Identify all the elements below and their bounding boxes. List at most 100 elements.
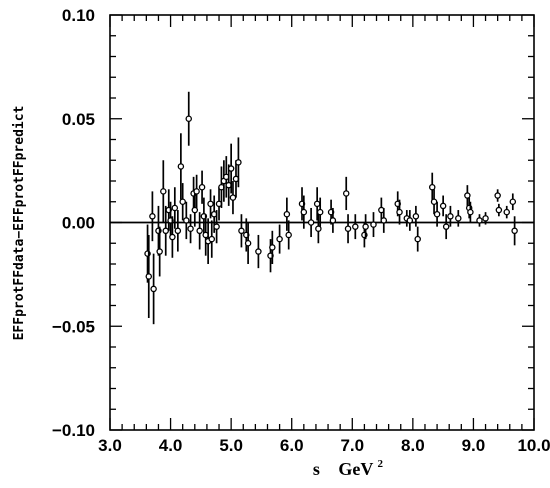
point-marker — [196, 227, 203, 235]
data-point — [509, 193, 517, 211]
point-marker — [255, 248, 262, 255]
data-point — [185, 91, 192, 146]
point-marker — [511, 227, 518, 235]
point-marker — [177, 163, 185, 170]
data-point — [177, 133, 185, 200]
point-marker — [494, 192, 501, 199]
data-point — [193, 174, 200, 208]
point-marker — [307, 219, 315, 226]
point-marker — [352, 223, 359, 230]
point-marker — [412, 213, 420, 220]
point-marker — [313, 200, 321, 208]
point-marker — [380, 217, 388, 224]
data-point — [313, 187, 321, 221]
data-point — [285, 220, 292, 250]
data-points — [144, 91, 518, 325]
data-point — [494, 189, 501, 202]
data-point — [396, 199, 403, 225]
data-point — [511, 216, 518, 246]
x-axis-variable: s — [313, 459, 320, 479]
point-marker — [276, 235, 283, 243]
data-point — [255, 234, 262, 269]
data-point — [467, 201, 474, 223]
point-marker — [455, 215, 462, 222]
point-marker — [283, 210, 291, 218]
point-marker — [171, 204, 179, 212]
point-marker — [509, 198, 517, 205]
data-point — [235, 137, 242, 188]
y-tick-label: 0.10 — [62, 6, 95, 25]
point-marker — [183, 217, 190, 224]
y-axis-title: EFFprotFFdata−EFFprotFFpredict — [12, 106, 27, 341]
data-point — [244, 222, 252, 264]
x-axis-unit: GeV — [338, 459, 373, 479]
point-marker — [179, 198, 186, 205]
point-marker — [156, 248, 163, 255]
data-point — [179, 183, 186, 221]
data-point — [428, 172, 436, 202]
data-point — [150, 253, 157, 325]
point-marker — [396, 208, 403, 216]
data-point — [283, 197, 291, 231]
data-point — [344, 214, 352, 244]
data-point — [342, 176, 350, 211]
x-axis-unit-power: 2 — [378, 458, 384, 470]
x-tick-label: 9.0 — [462, 436, 486, 455]
data-point — [187, 214, 194, 244]
point-marker — [229, 194, 237, 201]
data-point — [196, 212, 203, 250]
x-tick-label: 4.0 — [159, 436, 183, 455]
data-point — [156, 226, 163, 277]
point-marker — [495, 206, 503, 214]
x-tick-label: 5.0 — [219, 436, 243, 455]
data-point — [169, 216, 176, 258]
point-marker — [464, 192, 471, 199]
data-point — [464, 185, 471, 206]
point-marker — [316, 208, 324, 216]
point-marker — [238, 227, 245, 235]
point-marker — [169, 233, 176, 241]
point-marker — [442, 223, 450, 230]
data-point — [208, 220, 216, 258]
y-tick-labels: 0.10 0.05 0.00 −0.05 −0.10 — [52, 6, 95, 440]
data-point — [149, 191, 156, 242]
data-point — [307, 207, 315, 238]
data-point — [300, 195, 308, 229]
data-point — [352, 214, 359, 240]
point-marker — [406, 217, 414, 224]
x-ticks — [109, 15, 535, 430]
data-point — [227, 143, 235, 194]
point-marker — [187, 225, 194, 232]
point-marker — [428, 183, 436, 191]
data-point — [198, 170, 206, 204]
data-point — [362, 214, 369, 240]
data-point — [238, 214, 245, 248]
point-marker — [227, 165, 235, 172]
point-marker — [208, 235, 216, 243]
y-tick-label: 0.00 — [62, 214, 95, 233]
point-marker — [370, 221, 377, 228]
data-point — [414, 226, 421, 252]
point-marker — [467, 208, 474, 216]
data-point — [232, 160, 240, 198]
data-point — [160, 160, 167, 223]
x-tick-label: 3.0 — [98, 436, 122, 455]
x-tick-label: 10.0 — [517, 436, 550, 455]
x-tick-label: 8.0 — [401, 436, 425, 455]
point-marker — [269, 244, 276, 251]
data-point — [207, 189, 214, 219]
point-marker — [300, 208, 308, 216]
data-point — [316, 197, 324, 227]
point-marker — [342, 190, 350, 197]
point-marker — [207, 200, 214, 208]
point-marker — [235, 159, 242, 166]
point-marker — [198, 183, 206, 191]
point-marker — [414, 235, 421, 243]
data-point — [439, 195, 447, 217]
point-marker — [149, 213, 156, 220]
point-marker — [185, 115, 192, 123]
point-marker — [162, 227, 169, 235]
data-point — [315, 214, 322, 244]
point-marker — [439, 202, 447, 210]
point-marker — [362, 223, 369, 230]
